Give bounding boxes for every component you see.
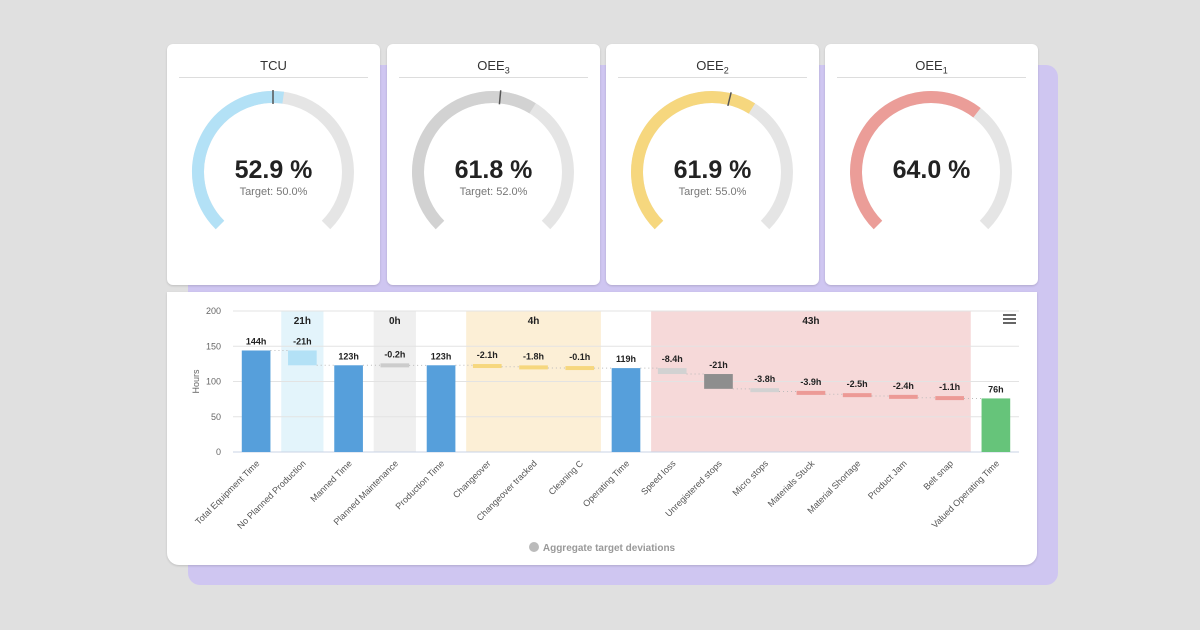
y-tick-label: 0 (216, 447, 221, 457)
bar-belt-snap[interactable] (935, 396, 964, 401)
x-tick-label: Cleaning C (547, 458, 586, 497)
group-total-label: 4h (528, 316, 540, 327)
gauge-title: TCU (179, 58, 368, 78)
gauge-target: Target: 52.0% (459, 186, 528, 198)
bar-material-shortage[interactable] (842, 393, 872, 398)
bar-manned-time[interactable] (334, 365, 363, 452)
x-tick-label: Production Time (393, 458, 446, 511)
gauge-value: 61.9 % (673, 156, 752, 184)
gauge-fill (412, 91, 536, 230)
y-tick-label: 150 (206, 341, 221, 351)
bar-changeover[interactable] (472, 364, 502, 369)
gauge-title: OEE1 (837, 58, 1026, 78)
gauge-title: OEE2 (618, 58, 807, 78)
bar-changeover-tracked[interactable] (519, 365, 548, 370)
group-total-label: 0h (389, 316, 401, 327)
data-label: -21h (709, 360, 728, 370)
x-tick-label: Micro stops (731, 458, 771, 498)
gauge-arc (631, 91, 793, 230)
gauge-arc (850, 91, 1012, 230)
gauge-fill (192, 91, 285, 230)
bar-operating-time[interactable] (611, 368, 641, 452)
chart-menu-icon[interactable] (1003, 314, 1016, 326)
gauge-fill (631, 91, 756, 230)
bar-micro-stops[interactable] (750, 388, 780, 393)
gauge-value: 64.0 % (892, 156, 971, 184)
gauge-card-tcu: TCU 52.9 % Target: 50.0% (167, 44, 380, 285)
waterfall-chart-card: 21h 0h 4h 43h 0 50 100 150 200 Hours 144h Total Equ… (167, 292, 1037, 565)
data-label: -8.4h (662, 354, 683, 364)
x-tick-label: Materials Stuck (766, 458, 817, 509)
x-tick-label: Belt snap (921, 458, 955, 492)
x-tick-label: Changeover (451, 458, 493, 500)
y-tick-label: 50 (211, 412, 221, 422)
group-total-label: 43h (802, 316, 819, 327)
x-tick-label: Operating Time (581, 458, 632, 509)
data-label: -2.4h (893, 381, 914, 391)
data-label: 123h (338, 351, 359, 361)
bar-no-planned-production[interactable] (288, 350, 317, 366)
data-label: -0.2h (384, 349, 405, 359)
gauge-target-marker (498, 90, 502, 105)
bar-product-jam[interactable] (889, 394, 918, 399)
data-label: -2.1h (477, 350, 498, 360)
x-tick-label: Manned Time (308, 458, 354, 504)
gauge-value: 52.9 % (234, 156, 313, 184)
data-label: 123h (431, 351, 452, 361)
legend-dot-icon (528, 542, 539, 552)
data-label: -21h (293, 336, 312, 346)
data-label: 119h (616, 354, 636, 364)
gauge-title: OEE3 (399, 58, 588, 78)
group-total-label: 21h (294, 316, 311, 327)
y-tick-label: 100 (206, 377, 221, 387)
data-label: 76h (988, 384, 1004, 394)
legend-label: Aggregate target deviations (542, 543, 676, 554)
bar-cleaning-c[interactable] (565, 366, 595, 371)
gauge-fill (850, 91, 981, 230)
bar-production-time[interactable] (426, 365, 456, 452)
gauge-arc (192, 90, 354, 230)
data-label: -3.8h (754, 374, 775, 384)
data-label: -2.5h (847, 379, 868, 389)
y-axis-title: Hours (191, 369, 201, 394)
bar-valued-operating-time[interactable] (981, 398, 1011, 452)
data-label: -1.8h (523, 351, 544, 361)
bar-speed-loss[interactable] (657, 368, 687, 375)
data-label: -3.9h (800, 377, 821, 387)
x-tick-label: Product Jam (866, 458, 909, 501)
bar-materials-stuck[interactable] (796, 390, 826, 395)
x-tick-label: Speed loss (639, 458, 678, 497)
data-label: -0.1h (569, 352, 590, 362)
data-label: -1.1h (939, 382, 960, 392)
gauge-target: Target: 50.0% (239, 186, 308, 198)
gauge-target-marker (727, 92, 732, 107)
y-tick-label: 200 (206, 306, 221, 316)
gauge-card-oee1: OEE1 64.0 % (825, 44, 1038, 285)
data-label: 144h (246, 336, 267, 346)
gauge-arc (412, 90, 574, 230)
bar-planned-maintenance[interactable] (380, 363, 410, 368)
gauge-card-oee2: OEE2 61.9 % Target: 55.0% (606, 44, 819, 285)
legend-item[interactable]: Aggregate target deviations (167, 542, 1037, 554)
bar-total-equipment-time[interactable] (241, 350, 271, 452)
gauge-target: Target: 55.0% (678, 186, 747, 198)
gauge-value: 61.8 % (454, 156, 533, 184)
gauge-card-oee3: OEE3 61.8 % Target: 52.0% (387, 44, 600, 285)
bar-unregistered-stops[interactable] (704, 374, 733, 389)
